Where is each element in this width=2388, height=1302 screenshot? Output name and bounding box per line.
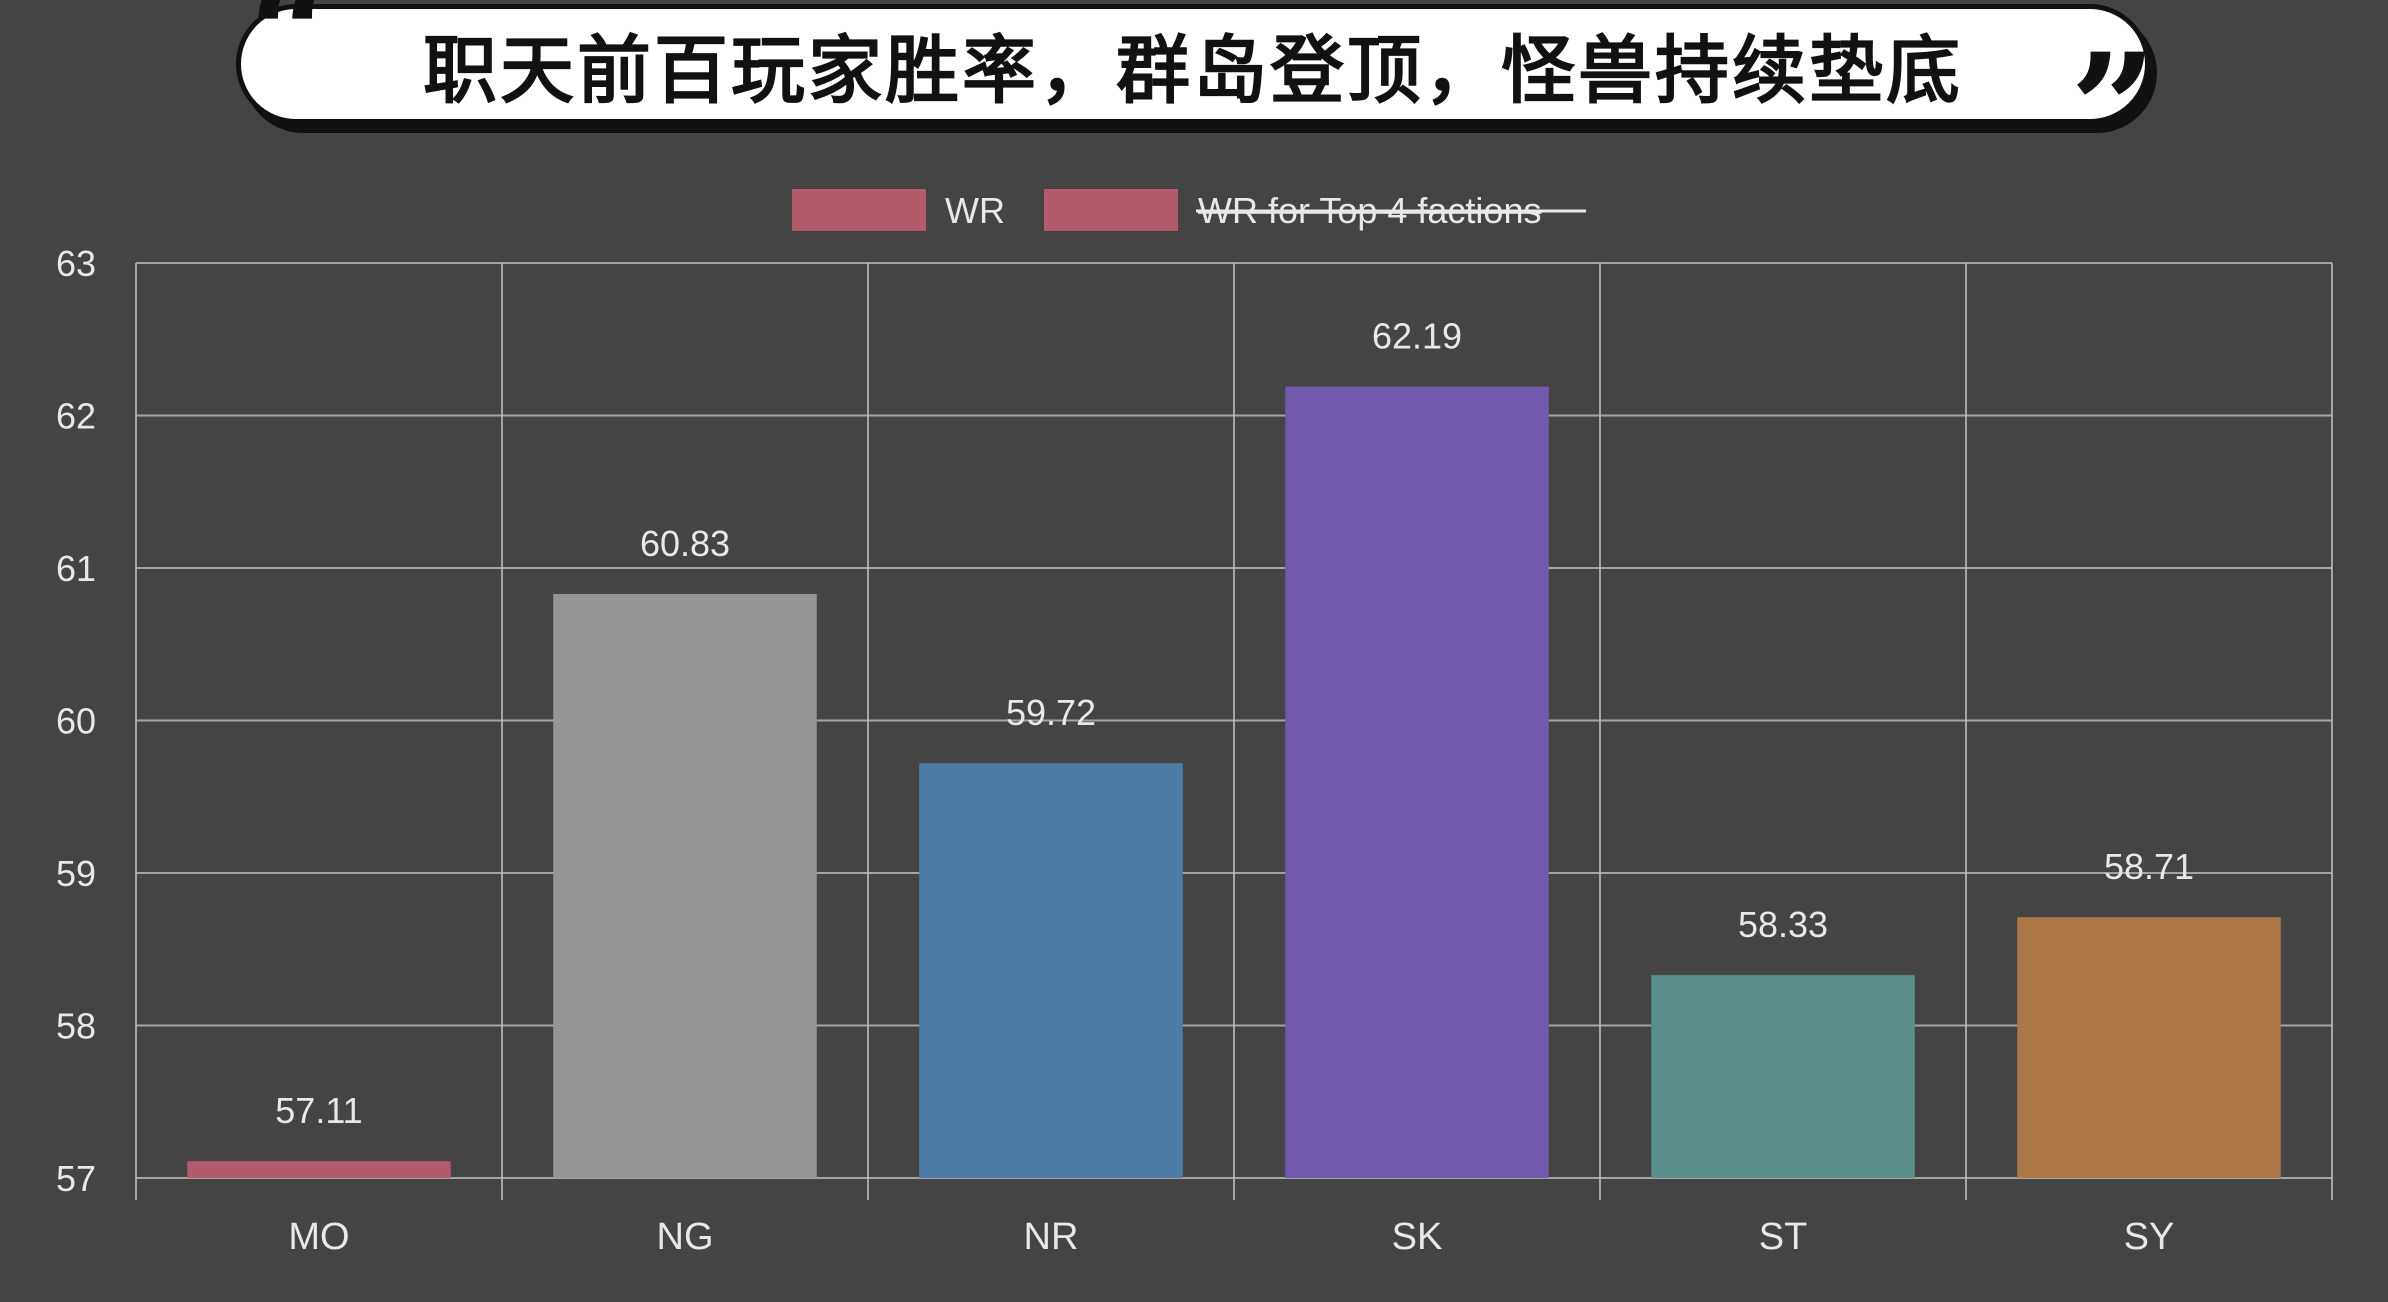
y-tick-label: 61 <box>56 548 96 589</box>
title-banner: 职天前百玩家胜率，群岛登顶，怪兽持续垫底 <box>236 4 2150 124</box>
bar-st <box>1651 975 1915 1178</box>
legend-swatch <box>792 189 926 231</box>
y-tick-label: 57 <box>56 1158 96 1199</box>
legend-swatch <box>1044 189 1178 231</box>
bar-ng <box>553 593 817 1178</box>
y-axis: 57 58 59 60 61 62 63 <box>56 243 96 1199</box>
bar-sy <box>2017 917 2281 1178</box>
data-label: 58.71 <box>2104 846 2194 887</box>
data-label: 57.11 <box>275 1090 362 1131</box>
y-tick-label: 58 <box>56 1006 96 1047</box>
x-axis: MO NG NR SK ST SY <box>288 1216 2174 1258</box>
bars <box>187 386 2281 1178</box>
bar-nr <box>919 763 1183 1178</box>
x-tick-label: MO <box>288 1216 349 1258</box>
y-tick-label: 60 <box>56 701 96 742</box>
data-label: 60.83 <box>640 523 730 564</box>
x-tick-label: SK <box>1392 1216 1443 1258</box>
data-label: 62.19 <box>1372 316 1462 357</box>
legend-label: WR <box>945 190 1005 231</box>
open-quote-mark: “ <box>248 0 335 123</box>
bar-mo <box>187 1161 451 1178</box>
x-tick-label: ST <box>1759 1216 1808 1258</box>
data-labels: 57.11 60.83 59.72 62.19 58.33 58.71 <box>275 316 2194 1132</box>
close-quote-mark: ” <box>2070 21 2157 197</box>
y-tick-label: 62 <box>56 396 96 437</box>
legend: WR WR for Top 4 factions <box>792 189 1586 231</box>
y-tick-label: 63 <box>56 243 96 284</box>
y-tick-label: 59 <box>56 853 96 894</box>
chart-title: 职天前百玩家胜率，群岛登顶，怪兽持续垫底 <box>423 27 1963 114</box>
grid-lines <box>135 262 2333 1200</box>
data-label: 59.72 <box>1006 692 1096 733</box>
bar-sk <box>1285 386 1549 1178</box>
data-label: 58.33 <box>1738 904 1828 945</box>
x-tick-label: SY <box>2124 1216 2175 1258</box>
x-tick-label: NG <box>657 1216 714 1258</box>
x-tick-label: NR <box>1024 1216 1079 1258</box>
